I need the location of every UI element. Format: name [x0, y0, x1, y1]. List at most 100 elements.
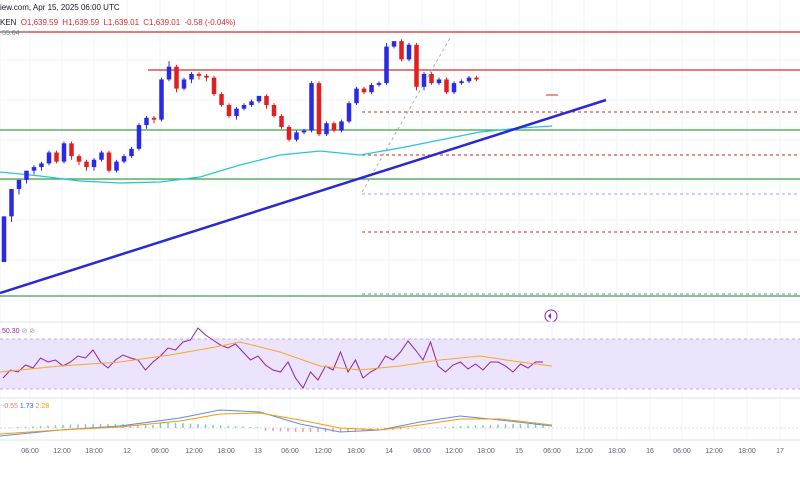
replay-icon-arrow — [548, 313, 551, 319]
candle-body-63 — [474, 77, 479, 80]
time-label-8: 06:00 — [281, 448, 299, 455]
candle-body-25 — [189, 73, 194, 80]
close-value: C1,639.01 — [143, 18, 181, 27]
candle-body-38 — [286, 126, 292, 140]
symbol-fragment: KEN — [0, 18, 17, 27]
candle-body-36 — [271, 105, 277, 116]
candle-body-30 — [226, 105, 232, 116]
time-label-0: 06:00 — [21, 448, 39, 455]
time-label-20: 06:00 — [673, 448, 691, 455]
candle-body-0 — [1, 216, 7, 262]
candle-body-31 — [234, 108, 239, 116]
candle-body-55 — [414, 44, 419, 87]
candle-body-23 — [174, 66, 179, 89]
open-value: O1,639.59 — [20, 18, 59, 27]
time-label-3: 12 — [123, 448, 131, 455]
time-label-19: 16 — [646, 448, 654, 455]
candle-body-43 — [324, 123, 329, 135]
time-label-7: 13 — [254, 448, 262, 455]
source-label: iew.com, Apr 15, 2025 06:00 UTC — [0, 3, 120, 12]
rsi-number: 50.30 — [2, 328, 20, 335]
candle-body-29 — [219, 94, 224, 106]
macd-values: -0.55 1.73 2.28 — [2, 403, 49, 410]
time-label-9: 12:00 — [314, 448, 332, 455]
candle-body-6 — [46, 152, 52, 164]
moving-average-line — [0, 125, 553, 184]
candle-body-48 — [361, 88, 367, 93]
high-value: H1,639.59 — [62, 18, 100, 27]
candle-body-33 — [249, 101, 254, 106]
candle-body-46 — [346, 103, 352, 122]
candle-body-42 — [316, 83, 322, 135]
candle-body-44 — [331, 123, 337, 131]
time-label-11: 14 — [385, 448, 393, 455]
chart-header: iew.com, Apr 15, 2025 06:00 UTC — [0, 3, 122, 12]
candle-body-45 — [339, 121, 344, 131]
low-value: L1,639.01 — [103, 18, 140, 27]
time-label-10: 18:00 — [347, 448, 365, 455]
time-label-15: 15 — [515, 448, 523, 455]
candle-body-40 — [301, 130, 307, 133]
time-label-5: 12:00 — [185, 448, 203, 455]
rsi-line — [2, 327, 543, 389]
candle-body-17 — [129, 148, 134, 157]
candle-body-32 — [241, 105, 247, 109]
projection-diagonal — [361, 37, 451, 193]
time-label-21: 12:00 — [705, 448, 723, 455]
time-label-16: 06:00 — [543, 448, 561, 455]
candle-body-28 — [211, 77, 217, 95]
macd-signal-line — [0, 412, 553, 435]
candle-body-27 — [204, 75, 209, 78]
ohlc-readout: KEN O1,639.59 H1,639.59 L1,639.01 C1,639… — [0, 18, 238, 27]
candle-body-54 — [406, 44, 412, 60]
candle-body-58 — [436, 79, 442, 84]
macd-v3: 2.28 — [35, 403, 50, 410]
ma-value: 55.04 — [2, 30, 20, 37]
candle-body-15 — [114, 161, 119, 171]
rsi-band — [0, 339, 800, 389]
trend-line — [0, 98, 607, 295]
macd-v2: 1.73 — [19, 403, 34, 410]
candle-body-62 — [466, 77, 472, 82]
candle-body-51 — [384, 46, 389, 84]
candle-body-19 — [144, 117, 149, 126]
candle-body-18 — [136, 125, 142, 149]
candle-body-56 — [421, 73, 427, 87]
candle-body-47 — [354, 88, 359, 104]
time-label-17: 12:00 — [575, 448, 593, 455]
candle-body-3 — [24, 170, 29, 180]
time-label-6: 18:00 — [217, 448, 235, 455]
candle-body-34 — [256, 95, 262, 102]
macd-line — [0, 409, 553, 437]
candle-body-1 — [9, 188, 14, 217]
candle-body-2 — [16, 179, 22, 189]
time-label-23: 17 — [776, 448, 784, 455]
candle-body-14 — [106, 152, 112, 171]
candle-body-11 — [84, 161, 89, 168]
candle-body-41 — [309, 83, 314, 131]
time-label-18: 18:00 — [608, 448, 626, 455]
candle-body-53 — [399, 41, 404, 60]
rsi-average-line — [0, 341, 553, 373]
candle-body-16 — [121, 156, 127, 162]
time-label-2: 18:00 — [85, 448, 103, 455]
candle-body-39 — [294, 132, 299, 140]
candle-body-22 — [166, 66, 172, 80]
candle-body-49 — [369, 84, 374, 93]
candle-body-52 — [391, 41, 397, 47]
candle-body-20 — [151, 117, 157, 120]
rsi-value: 50.30 ⊘ ⊘ — [2, 327, 35, 335]
candle-body-61 — [459, 81, 464, 84]
candle-body-7 — [54, 152, 59, 162]
candle-body-21 — [159, 79, 164, 120]
candle-body-26 — [196, 73, 202, 76]
candle-body-60 — [451, 83, 457, 93]
time-label-22: 18:00 — [738, 448, 756, 455]
candle-body-59 — [444, 79, 449, 93]
candle-body-24 — [181, 79, 187, 89]
time-label-1: 12:00 — [53, 448, 71, 455]
rsi-settings-icon[interactable]: ⊘ ⊘ — [21, 328, 36, 335]
time-label-12: 06:00 — [413, 448, 431, 455]
